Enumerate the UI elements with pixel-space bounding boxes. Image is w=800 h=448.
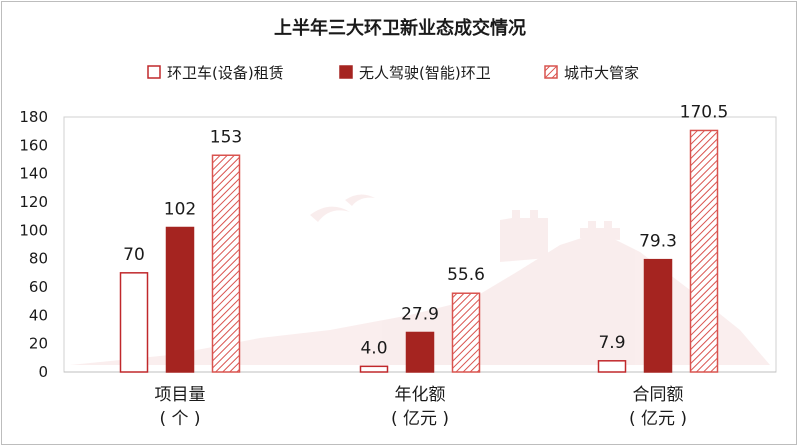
x-category-unit: ( 亿元 ) <box>629 409 687 429</box>
legend: 环卫车(设备)租赁 无人驾驶(智能)环卫 城市大管家 <box>147 64 639 82</box>
x-category-unit: ( 个 ) <box>159 409 200 429</box>
bars: 70 102 153 4.0 27.9 55.6 7.9 79.3 170.5 <box>119 102 729 373</box>
y-tick-label: 60 <box>29 278 48 296</box>
x-category-label: 合同额 <box>633 385 684 405</box>
data-label: 4.0 <box>360 338 387 358</box>
y-tick-label: 0 <box>38 363 48 381</box>
data-label: 27.9 <box>401 304 439 324</box>
x-category-label: 年化额 <box>395 385 446 405</box>
data-label: 170.5 <box>680 102 729 122</box>
data-label: 79.3 <box>639 232 677 252</box>
bar <box>211 154 241 373</box>
data-label: 153 <box>210 127 242 147</box>
data-label: 102 <box>164 200 196 220</box>
bar <box>165 226 195 373</box>
bar <box>359 365 389 373</box>
bar <box>405 331 435 373</box>
x-category-unit: ( 亿元 ) <box>391 409 449 429</box>
data-label: 55.6 <box>447 265 485 285</box>
bar <box>689 129 719 373</box>
y-tick-label: 40 <box>29 306 48 324</box>
chart-title: 上半年三大环卫新业态成交情况 <box>274 17 526 39</box>
watermark-decoration <box>70 194 770 365</box>
bar <box>643 258 673 373</box>
y-tick-label: 180 <box>19 108 48 126</box>
legend-label: 城市大管家 <box>564 64 639 82</box>
y-tick-label: 20 <box>29 335 48 353</box>
x-category-label: 项目量 <box>155 385 206 405</box>
data-label: 70 <box>123 245 145 265</box>
y-tick-label: 120 <box>19 193 48 211</box>
data-label: 7.9 <box>598 333 625 353</box>
bar <box>119 272 149 373</box>
bar <box>597 360 627 373</box>
legend-label: 无人驾驶(智能)环卫 <box>359 64 491 82</box>
y-axis: 0 20 40 60 80 100 120 140 160 180 <box>19 108 48 381</box>
y-tick-label: 160 <box>19 136 48 154</box>
legend-label: 环卫车(设备)租赁 <box>167 64 284 82</box>
legend-swatch <box>147 65 161 79</box>
bar <box>451 292 481 373</box>
x-axis: 项目量 ( 个 ) 年化额 ( 亿元 ) 合同额 ( 亿元 ) <box>155 385 688 429</box>
legend-swatch <box>544 65 558 79</box>
y-tick-label: 100 <box>19 221 48 239</box>
y-tick-label: 140 <box>19 165 48 183</box>
y-tick-label: 80 <box>29 250 48 268</box>
legend-swatch <box>339 65 353 79</box>
